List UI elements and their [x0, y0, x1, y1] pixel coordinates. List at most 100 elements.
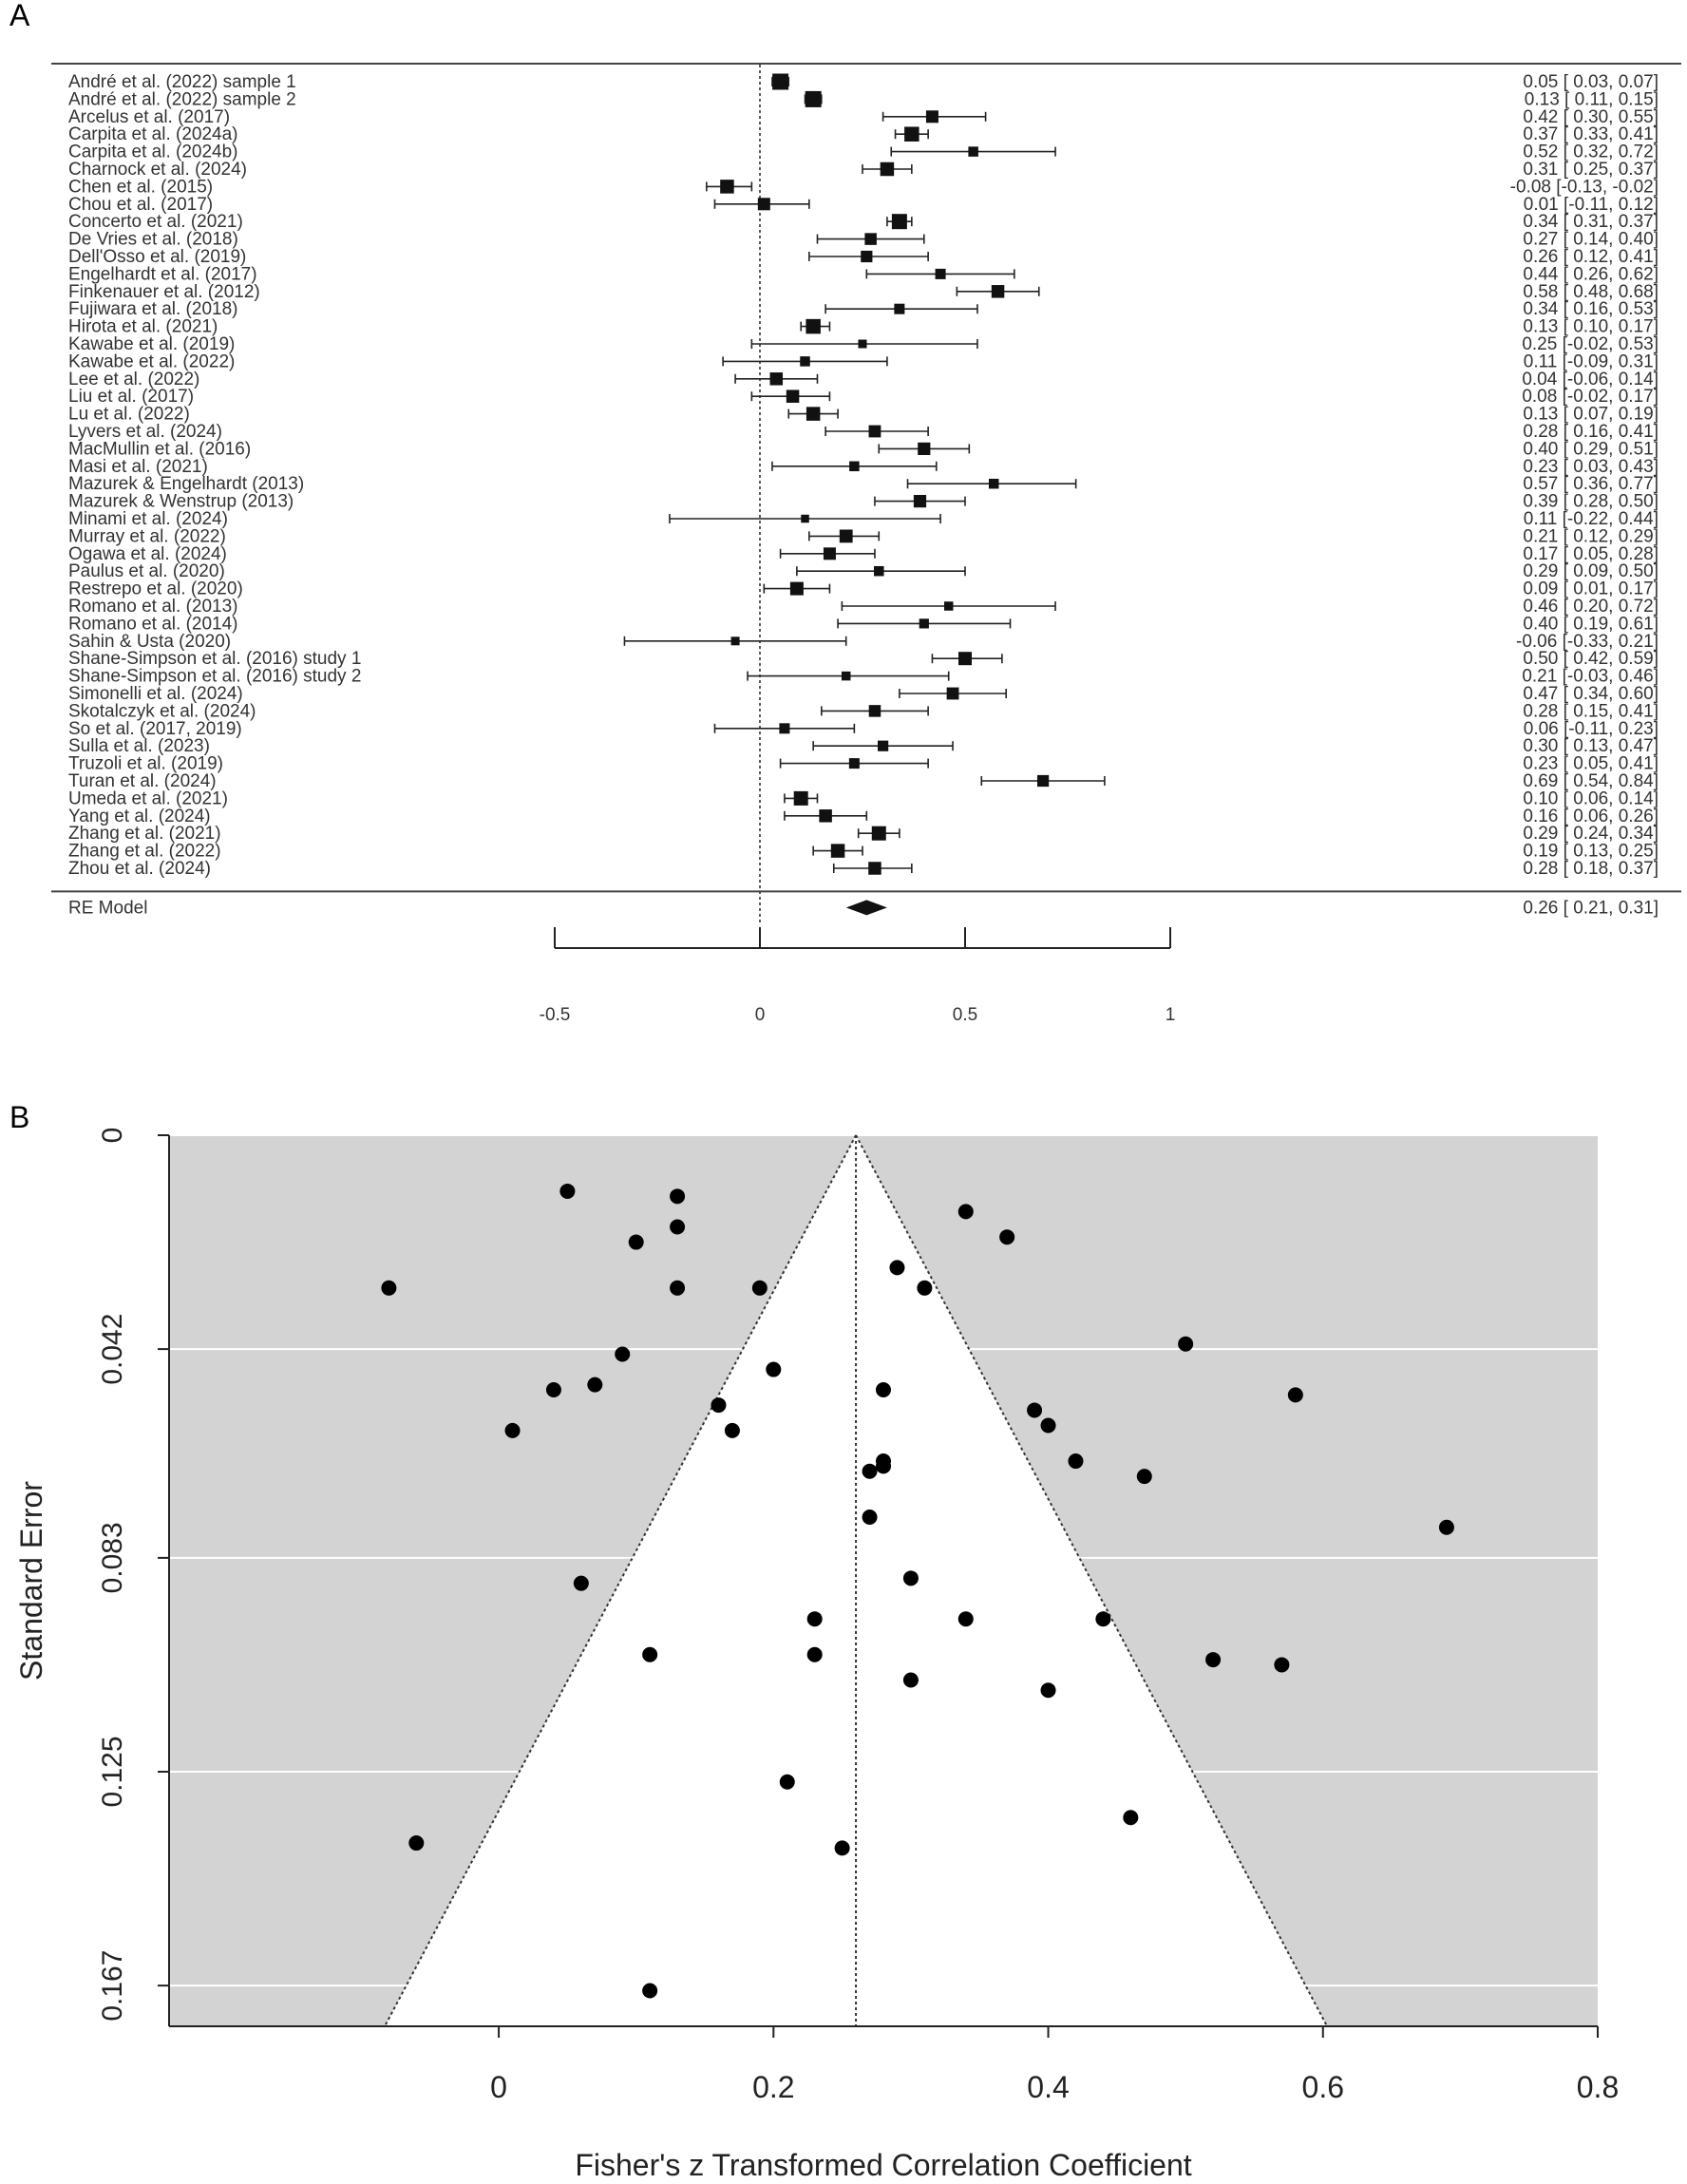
funnel-data-point	[806, 1611, 823, 1627]
forest-point-estimate	[772, 73, 789, 90]
forest-study-label: Hirota et al. (2021)	[68, 317, 218, 337]
funnel-data-point	[1040, 1417, 1056, 1434]
forest-study-label: Carpita et al. (2024a)	[68, 124, 238, 144]
forest-x-tick-label: 1	[1166, 1005, 1176, 1025]
forest-x-tick-label: -0.5	[540, 1005, 571, 1025]
forest-ci-text: 0.26 [ 0.12, 0.41]	[1523, 247, 1659, 267]
forest-study-label: Ogawa et al. (2024)	[68, 544, 227, 564]
funnel-data-point	[917, 1280, 933, 1296]
forest-ci-text: 0.69 [ 0.54, 0.84]	[1523, 771, 1659, 791]
forest-summary-label: RE Model	[68, 898, 147, 918]
forest-point-estimate	[823, 547, 836, 560]
forest-study-label: Sahin & Usta (2020)	[68, 632, 231, 652]
funnel-data-point	[957, 1204, 974, 1220]
forest-point-estimate	[943, 601, 954, 611]
forest-study-label: Charnock et al. (2024)	[68, 160, 247, 180]
forest-ci-text: 0.40 [ 0.19, 0.61]	[1523, 614, 1659, 634]
forest-point-estimate	[958, 652, 972, 666]
forest-study-label: Truzoli et al. (2019)	[68, 754, 223, 774]
forest-ci-text: 0.17 [ 0.05, 0.28]	[1523, 544, 1659, 564]
funnel-data-point	[766, 1361, 782, 1377]
funnel-data-point	[779, 1774, 795, 1790]
forest-study-label: Romano et al. (2013)	[68, 597, 238, 617]
forest-point-estimate	[864, 233, 877, 245]
funnel-data-point	[1123, 1810, 1139, 1826]
forest-study-label: Shane-Simpson et al. (2016) study 1	[68, 649, 361, 669]
forest-study-label: Lu et al. (2022)	[68, 405, 190, 425]
forest-study-label: Zhang et al. (2021)	[68, 824, 221, 844]
forest-ci-text: 0.29 [ 0.24, 0.34]	[1523, 824, 1659, 844]
forest-point-estimate	[904, 126, 919, 142]
forest-point-estimate	[805, 90, 822, 107]
funnel-y-axis-label: Standard Error	[14, 1481, 48, 1681]
forest-study-label: MacMullin et al. (2016)	[68, 439, 251, 459]
forest-ci-text: 0.52 [ 0.32, 0.72]	[1523, 142, 1659, 162]
forest-study-label: Umeda et al. (2021)	[68, 788, 228, 808]
forest-ci-text: 0.37 [ 0.33, 0.41]	[1523, 124, 1659, 144]
forest-point-estimate	[968, 146, 978, 157]
funnel-data-point	[1027, 1402, 1043, 1418]
funnel-y-tick-label: 0.125	[97, 1736, 128, 1807]
forest-study-label: Arcelus et al. (2017)	[68, 107, 230, 127]
funnel-x-axis-label: Fisher's z Transformed Correlation Coeff…	[575, 2148, 1191, 2182]
funnel-data-point	[999, 1229, 1015, 1245]
forest-ci-text: 0.13 [ 0.07, 0.19]	[1523, 405, 1659, 425]
forest-point-estimate	[839, 529, 853, 543]
forest-summary-diamond	[845, 900, 887, 916]
forest-ci-text: 0.13 [ 0.10, 0.17]	[1523, 317, 1659, 337]
forest-point-estimate	[848, 758, 860, 769]
funnel-data-point	[670, 1280, 686, 1296]
forest-study-label: Romano et al. (2014)	[68, 614, 238, 634]
forest-study-label: De Vries et al. (2018)	[68, 230, 238, 250]
forest-study-label: Skotalczyk et al. (2024)	[68, 701, 256, 721]
forest-point-estimate	[935, 268, 946, 279]
forest-study-label: Liu et al. (2017)	[68, 387, 194, 407]
funnel-right-boundary	[855, 1134, 1328, 2027]
funnel-data-point	[504, 1422, 521, 1438]
forest-ci-text: 0.01 [-0.11, 0.12]	[1524, 195, 1659, 215]
funnel-y-tick-label: 0.083	[97, 1522, 128, 1593]
forest-ci-text: 0.04 [-0.06, 0.14]	[1522, 370, 1659, 389]
forest-ci-text: 0.10 [ 0.06, 0.14]	[1523, 788, 1659, 808]
funnel-x-tick-label: 0.6	[1302, 2070, 1344, 2104]
forest-ci-text: 0.11 [-0.09, 0.31]	[1524, 351, 1659, 371]
forest-point-estimate	[861, 250, 873, 263]
funnel-data-point	[902, 1672, 919, 1688]
funnel-data-point	[642, 1646, 658, 1662]
forest-ci-text: 0.16 [ 0.06, 0.26]	[1523, 807, 1659, 826]
forest-point-estimate	[919, 618, 929, 629]
forest-study-label: André et al. (2022) sample 1	[68, 72, 296, 92]
forest-study-label: Zhou et al. (2024)	[68, 859, 211, 879]
funnel-data-point	[1095, 1611, 1111, 1627]
forest-point-estimate	[806, 318, 821, 334]
forest-ci-text: 0.44 [ 0.26, 0.62]	[1523, 264, 1659, 284]
forest-point-estimate	[806, 407, 821, 421]
forest-point-estimate	[925, 110, 938, 123]
forest-point-estimate	[868, 425, 881, 438]
forest-ci-text: 0.05 [ 0.03, 0.07]	[1523, 72, 1659, 92]
forest-ci-text: -0.06 [-0.33, 0.21]	[1516, 632, 1659, 652]
forest-study-label: Turan et al. (2024)	[68, 771, 217, 791]
forest-point-estimate	[800, 356, 810, 367]
forest-ci-text: 0.58 [ 0.48, 0.68]	[1523, 282, 1659, 302]
funnel-data-point	[1274, 1657, 1290, 1673]
forest-ci-text: 0.13 [ 0.11, 0.15]	[1525, 89, 1659, 109]
forest-point-estimate	[769, 372, 784, 386]
funnel-data-point	[559, 1183, 576, 1199]
funnel-x-tick-label: 0.2	[752, 2070, 794, 2104]
forest-study-label: Shane-Simpson et al. (2016) study 2	[68, 667, 361, 687]
funnel-data-point	[876, 1453, 891, 1470]
funnel-data-point	[1178, 1336, 1194, 1352]
funnel-x-tick-label: 0.8	[1577, 2070, 1619, 2104]
forest-point-estimate	[841, 671, 851, 681]
forest-point-estimate	[849, 461, 860, 472]
funnel-data-point	[1205, 1652, 1222, 1668]
funnel-data-point	[1068, 1453, 1084, 1470]
forest-study-label: Masi et al. (2021)	[68, 457, 208, 477]
forest-x-tick-label: 0	[755, 1005, 766, 1025]
forest-point-estimate	[891, 214, 907, 230]
forest-ci-text: 0.46 [ 0.20, 0.72]	[1523, 597, 1659, 617]
forest-point-estimate	[894, 303, 905, 314]
forest-ci-text: 0.42 [ 0.30, 0.55]	[1523, 107, 1659, 127]
forest-ci-text: 0.09 [ 0.01, 0.17]	[1523, 579, 1659, 599]
